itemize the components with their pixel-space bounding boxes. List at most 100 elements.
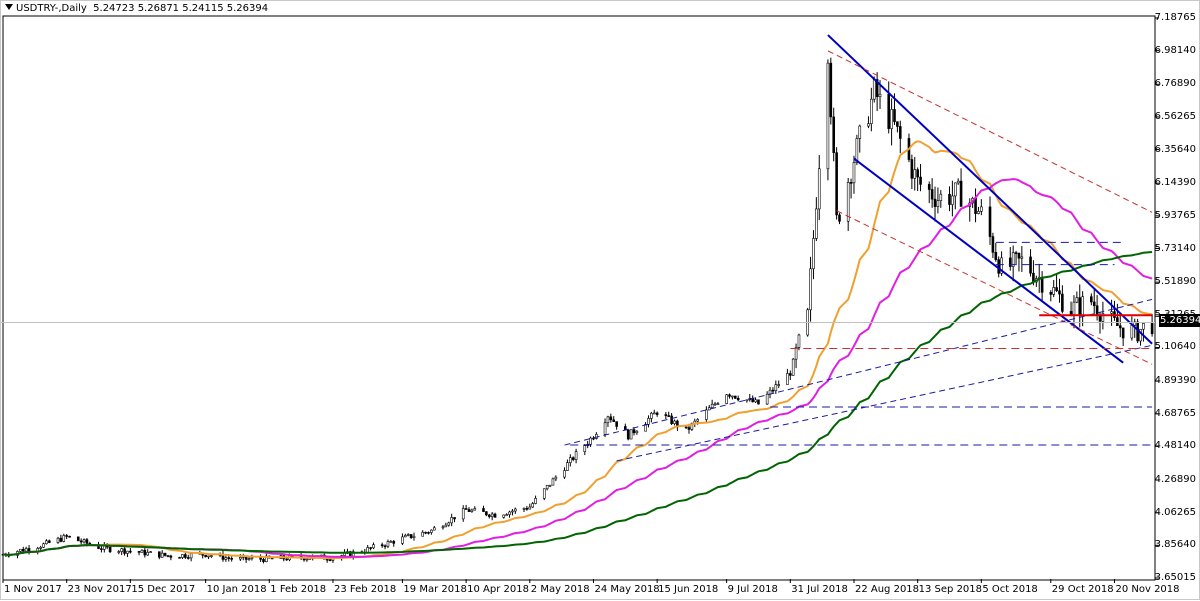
candle-body [247, 558, 251, 560]
candle-body [210, 555, 213, 557]
candle-body [858, 125, 862, 139]
candle-body [592, 437, 595, 440]
candle-body [997, 259, 1000, 274]
x-tick-label: 2 May 2018 [530, 584, 590, 595]
candle-body [100, 548, 103, 550]
candle-body [531, 503, 534, 508]
candle-body [473, 508, 477, 511]
candle-body [143, 549, 147, 556]
candle-body [797, 334, 801, 348]
candle-body [149, 551, 152, 553]
x-tick-label: 1 Feb 2018 [270, 584, 327, 595]
candle-body [791, 358, 795, 376]
candle-body [1110, 311, 1113, 314]
channel-upper-line [827, 34, 1153, 345]
current-price-label: 5.26394 [1159, 314, 1200, 327]
candle-body [632, 429, 636, 434]
candle-body [835, 152, 838, 216]
candle-body [1008, 257, 1012, 267]
candle-body [1049, 292, 1053, 295]
candle-body [441, 526, 445, 529]
candle-body [1121, 327, 1125, 339]
candle-body [569, 457, 572, 463]
candle-body [366, 547, 370, 553]
candle-body [826, 62, 830, 170]
candle-body [493, 513, 497, 518]
ma-slow-line [2, 251, 1153, 557]
x-tick-label: 5 Oct 2018 [982, 584, 1038, 595]
trend-upper-dashed [827, 50, 1153, 213]
candle-body [511, 510, 514, 513]
candle-body [673, 420, 676, 424]
candle-body [181, 554, 184, 558]
y-tick-label: 4.26890 [1154, 474, 1196, 486]
candle-body [487, 514, 491, 517]
x-tick-label: 19 Mar 2018 [403, 584, 467, 595]
plot-frame [2, 15, 1156, 581]
candle-body [27, 548, 31, 552]
x-tick-label: 31 Jul 2018 [791, 584, 848, 595]
candle-body [421, 531, 424, 537]
candle-body [328, 559, 332, 561]
candle-body [184, 554, 187, 558]
candle-body [123, 548, 126, 554]
candle-body [204, 554, 207, 558]
candle-body [140, 549, 144, 553]
candle-body [502, 514, 506, 518]
candle-body [574, 451, 578, 460]
candle-body [652, 412, 656, 415]
candle-body [48, 540, 51, 543]
candle-body [59, 537, 63, 542]
candle-body [754, 399, 757, 403]
trend-lower-dashed [836, 210, 1153, 365]
candle-body [79, 540, 83, 543]
candle-body [224, 557, 228, 560]
x-tick-label: 15 Dec 2017 [131, 584, 196, 595]
candle-body [1095, 305, 1099, 316]
y-tick-label: 3.65015 [1154, 572, 1196, 583]
candle-body [68, 535, 71, 538]
candle-body [1040, 276, 1044, 293]
candle-body [551, 478, 555, 486]
candle-body [736, 397, 740, 401]
candle-body [239, 557, 242, 560]
candle-body [542, 488, 546, 499]
candle-body [508, 511, 511, 515]
ma-mid-line [2, 178, 1153, 558]
candle-body [815, 208, 818, 239]
candle-body [867, 123, 870, 127]
candle-body [24, 548, 28, 552]
candle-body [120, 548, 123, 552]
candle-body [380, 544, 384, 547]
uptrend-dashed-2 [616, 344, 1153, 462]
candle-body [166, 555, 170, 557]
candle-body [1142, 323, 1145, 330]
candle-body [647, 418, 650, 425]
candle-body [788, 373, 792, 376]
candle-body [1075, 297, 1079, 303]
candle-body [589, 437, 592, 445]
candle-body [505, 514, 508, 516]
candle-body [980, 206, 983, 212]
candle-body [369, 547, 372, 549]
candle-body [450, 517, 453, 524]
candle-body [878, 93, 882, 98]
candle-body [1118, 325, 1122, 329]
candle-body [1061, 293, 1064, 312]
candle-body [927, 184, 931, 190]
candle-body [372, 544, 375, 549]
collapse-triangle-icon[interactable] [5, 4, 13, 10]
candle-body [82, 539, 86, 543]
candle-body [464, 508, 468, 510]
candle-body [916, 169, 919, 178]
candle-body [412, 535, 416, 538]
candle-body [129, 550, 132, 553]
candle-body [1058, 290, 1061, 295]
candle-body [731, 395, 734, 398]
y-tick-label: 5.10640 [1154, 341, 1196, 353]
x-tick-label: 23 Nov 2017 [67, 584, 132, 595]
candle-body [959, 180, 963, 207]
y-tick-label: 6.56265 [1154, 110, 1196, 122]
